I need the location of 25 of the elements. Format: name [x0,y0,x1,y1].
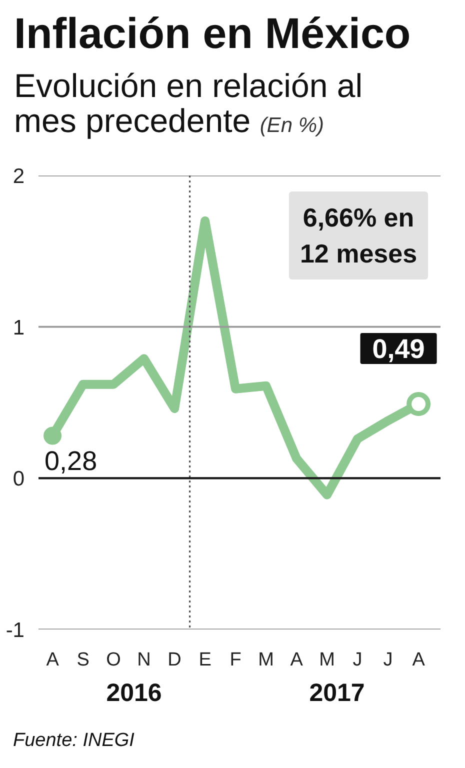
x-tick-label: N [137,650,151,670]
data-label: 0,49 [372,334,425,364]
x-tick-label: S [76,650,90,670]
y-tick-label: -1 [6,619,25,642]
x-tick-label: J [383,650,393,670]
x-tick-label: E [198,650,212,670]
y-tick-label: 0 [12,468,25,491]
x-tick-label: A [412,650,426,670]
x-tick-label: M [258,650,274,670]
annotation: 6,66% en 12 meses [300,202,418,268]
y-axis-title: (En %) [260,114,324,137]
text: 2017 [308,679,366,707]
source-note: Fuente: INEGI [13,729,134,753]
chart-title: Inflación en México [14,10,411,58]
x-tick-label: F [230,650,242,670]
y-tick-label: 1 [12,316,25,340]
x-tick-label: M [319,650,335,670]
data-label: 0,28 [44,446,98,476]
x-tick-label: D [168,650,182,670]
x-tick-label: O [106,650,121,670]
x-tick-label: A [46,650,60,670]
x-tick-label: A [290,650,304,670]
x-tick-label: J [352,650,362,670]
y-tick-label: 2 [12,165,25,188]
text: 2016 [105,679,163,707]
